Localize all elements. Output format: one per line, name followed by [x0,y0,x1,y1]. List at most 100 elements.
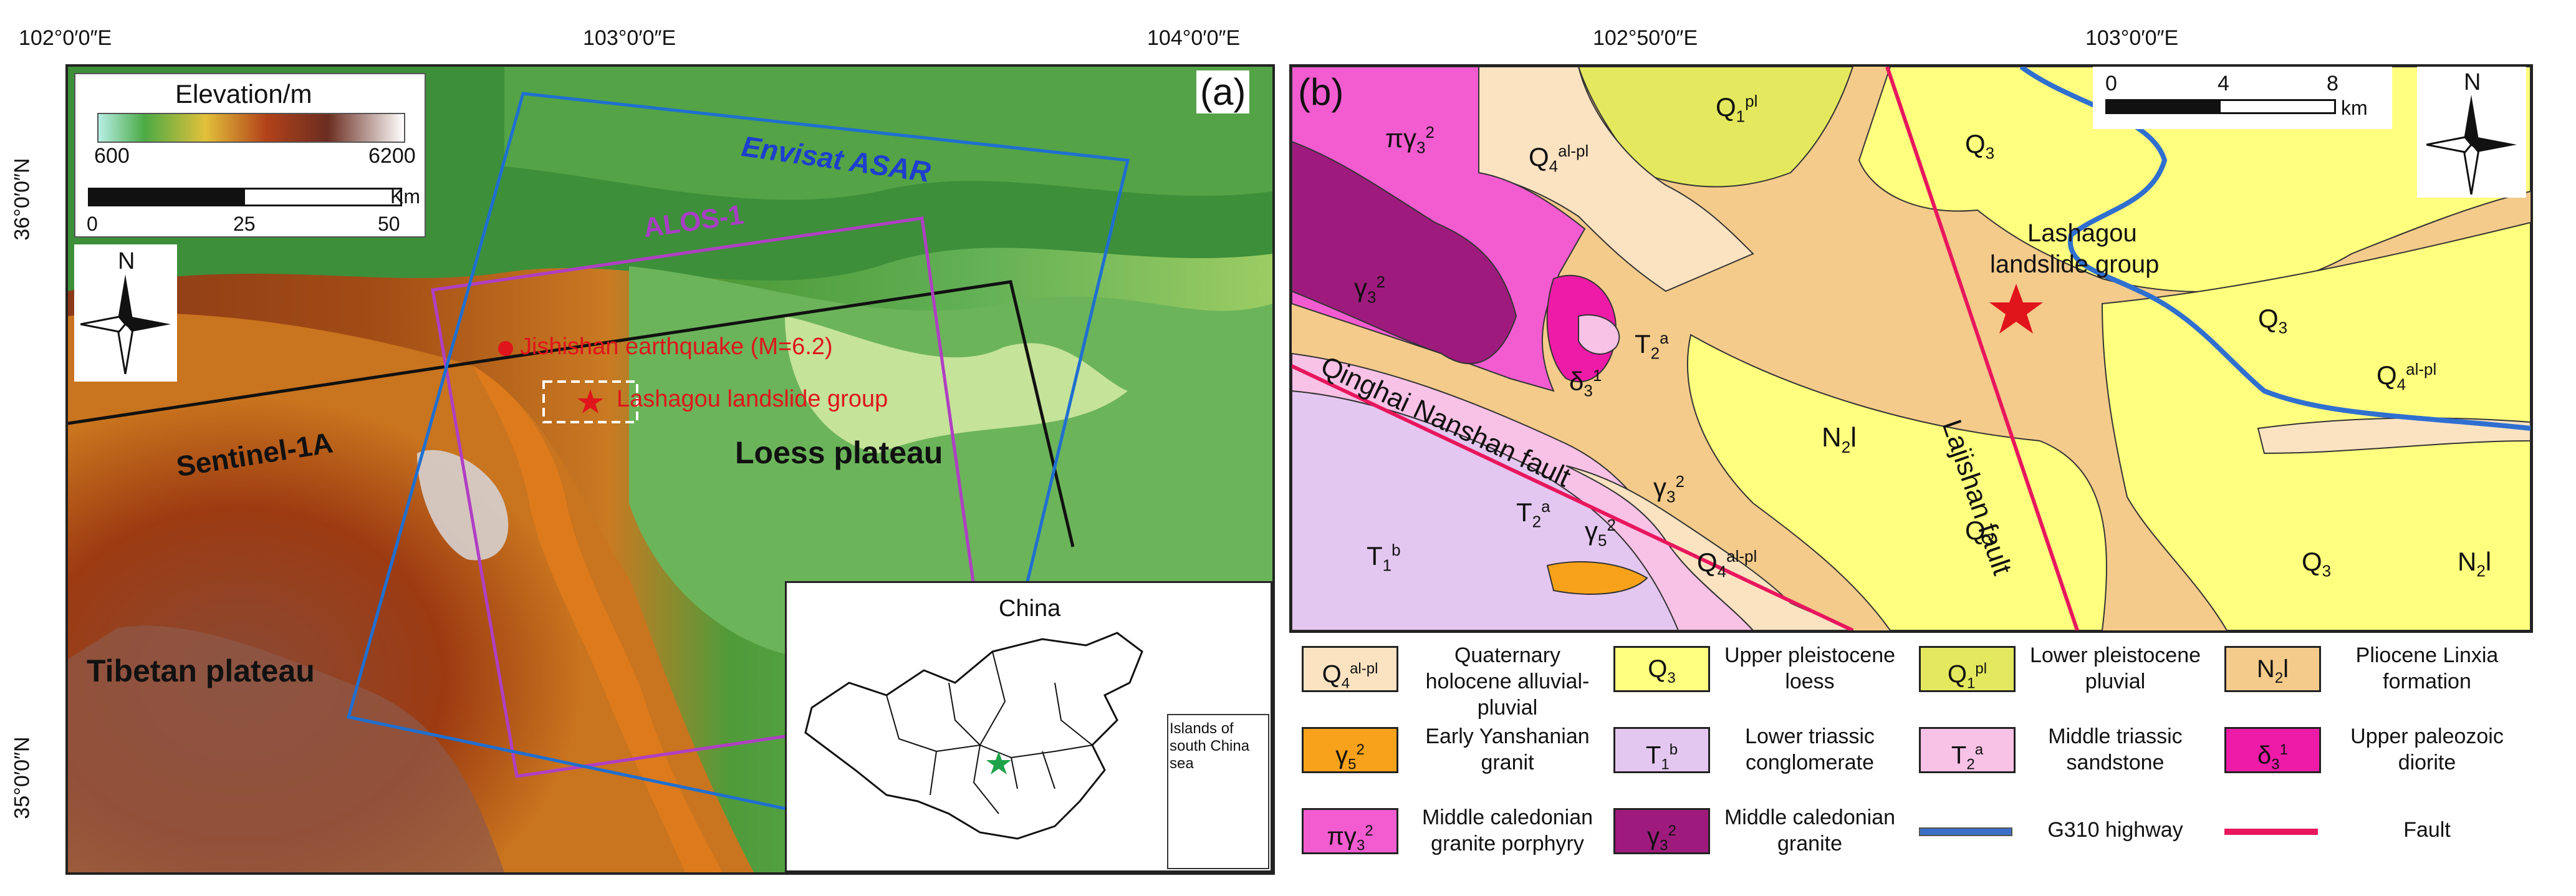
legend-text-t2a: Middle triassic sandstone [2048,725,2183,774]
tibetan-plateau-label: Tibetan plateau [87,653,315,688]
map-label-q4-s: Q4al-pl [1697,547,1757,581]
legend-item-highway: G310 highway [1919,804,2218,862]
china-inset-title: China [999,595,1061,622]
lon-label-10250: 102°50′0″E [1593,26,1698,50]
legend-item-t2a: T2a Middle triassic sandstone [1919,723,2218,781]
map-label-q3-e: Q3 [2258,304,2288,337]
map-label-q3-se: Q3 [2302,547,2332,580]
map-label-q1pl: Q1pl [1716,92,1758,126]
map-label-t2a-s: T2a [1516,497,1550,531]
north-arrow-a: N [74,244,177,382]
panel-a-elevation-map: Elevation/m 600 6200 Km 0 25 50 N (a) En… [65,64,1275,875]
landslide-label-b-2: landslide group [1990,251,2160,278]
unit-q4-north [1478,67,1754,292]
unit-q3-south [1686,334,2107,630]
scale-b-unit: km [2341,97,2368,119]
map-label-gamma52: γ52 [1585,516,1616,550]
geology-map-svg [1292,67,2530,630]
compass-rose-icon [80,274,171,374]
fault-line-swatch [2224,829,2318,835]
highway-line-swatch [1919,827,2012,836]
map-label-q3-n: Q3 [1965,129,1995,163]
earthquake-marker [498,341,513,356]
legend-item-gamma32: γ32 Middle caledonian granite [1613,804,1913,862]
elevation-legend-title: Elevation/m [175,79,312,108]
scale-label-50: 50 [378,213,400,235]
legend-item-fault: Fault [2224,804,2530,862]
map-label-gamma32: γ32 [1354,272,1385,307]
map-label-t2a-n: T2a [1635,329,1669,363]
scale-bar [88,188,402,206]
unit-q1pl [1577,67,1854,188]
legend-text-pigamma32: Middle caledonian granite porphyry [1421,806,1593,855]
map-label-t1b: T1b [1367,541,1401,575]
legend-text-q1: Lower pleistocene pluvial [2029,643,2201,693]
north-arrow-b: N [2417,67,2526,198]
scale-b-label-8: 8 [2327,72,2338,95]
legend-text-gamma52: Early Yanshanian granit [1425,725,1590,774]
lat-label-35: 35°0′0″N [10,736,34,819]
unit-t2a-small [1578,314,1620,355]
map-label-n2l: N2l [1822,422,1857,456]
panel-b-label: (b) [1298,71,1344,113]
scale-label-0: 0 [87,213,98,235]
legend-item-gamma52: γ52 Early Yanshanian granit [1302,723,1613,781]
legend-item-pigamma32: πγ32 Middle caledonian granite porphyry [1302,804,1613,862]
legend-item-q4: Q4al-pl Quaternary holocene alluvial-plu… [1302,642,1613,720]
unit-gamma52 [1546,561,1648,595]
legend-text-gamma32: Middle caledonian granite [1724,806,1896,855]
landslide-star-marker-b [1989,284,2043,334]
landslide-label: Lashagou landslide group [617,386,888,412]
elevation-legend: Elevation/m 600 6200 Km 0 25 50 [74,73,426,238]
south-china-sea-label: Islands of south China sea [1170,720,1250,772]
lajishan-fault-line [1885,67,2079,630]
scale-label-25: 25 [233,213,256,235]
map-label-n2l-se: N2l [2458,547,2492,580]
map-label-q3-s: Q3 [1965,516,1995,549]
elevation-colorbar [97,113,405,143]
geology-legend: Q4al-pl Quaternary holocene alluvial-plu… [1289,642,2533,892]
legend-text-fault: Fault [2403,818,2451,842]
sentinel-footprint [68,280,1075,547]
scale-b-label-0: 0 [2105,72,2117,95]
lon-label-102: 102°0′0″E [19,26,112,50]
compass-rose-icon [2426,95,2517,195]
panel-a-label: (a) [1196,70,1250,113]
lon-label-104: 104°0′0″E [1147,26,1241,50]
scale-bar-b: 0 4 8 km [2093,67,2392,129]
map-label-q4-e: Q4al-pl [2377,360,2437,394]
unit-q4-east [2257,417,2530,455]
china-outline-icon [804,632,1143,840]
north-label-b: N [2464,69,2481,95]
legend-item-delta31: δ31 Upper paleozoic diorite [2224,723,2530,781]
south-china-sea-box: Islands of south China sea [1167,714,1269,869]
loess-plateau-label: Loess plateau [735,435,943,470]
elevation-min-label: 600 [94,144,130,168]
inset-location-star [986,751,1011,774]
map-label-pigamma: πγ32 [1385,123,1435,157]
map-label-delta: δ31 [1569,366,1602,400]
legend-text-delta31: Upper paleozoic diorite [2350,725,2504,774]
north-label: N [118,248,135,274]
legend-text-q3: Upper pleistocene loess [1724,643,1896,693]
legend-item-t1b: T1b Lower triassic conglomerate [1613,723,1913,781]
legend-text-n2l: Pliocene Linxia formation [2355,643,2499,693]
legend-text-q4: Quaternary holocene alluvial-pluvial [1425,643,1590,720]
g310-highway [2019,67,2530,431]
unit-gamma32 [1292,140,1517,365]
legend-text-highway: G310 highway [2047,818,2183,842]
elevation-max-label: 6200 [368,144,416,168]
legend-item-q1: Q1pl Lower pleistocene pluvial [1919,642,2218,700]
map-label-q4-n: Q4al-pl [1529,142,1589,176]
china-inset-map: China Islands of south China sea [785,581,1272,872]
landslide-study-box [542,380,638,423]
lon-label-10300: 103°0′0″E [2085,26,2179,50]
scale-b-label-4: 4 [2218,72,2229,95]
elevation-map-svg [68,67,1272,872]
map-label-gamma32-s: γ32 [1653,472,1684,506]
legend-text-t1b: Lower triassic conglomerate [1745,725,1875,774]
legend-item-q3: Q3 Upper pleistocene loess [1613,642,1913,700]
qinghai-nanshan-fault-line [1292,364,1854,630]
panel-b-geology-map: Q1pl Q4al-pl πγ32 γ32 T2a δ31 N2l Q3 Q3 … [1289,64,2533,633]
earthquake-label: Jishishan earthquake (M=6.2) [520,334,833,360]
